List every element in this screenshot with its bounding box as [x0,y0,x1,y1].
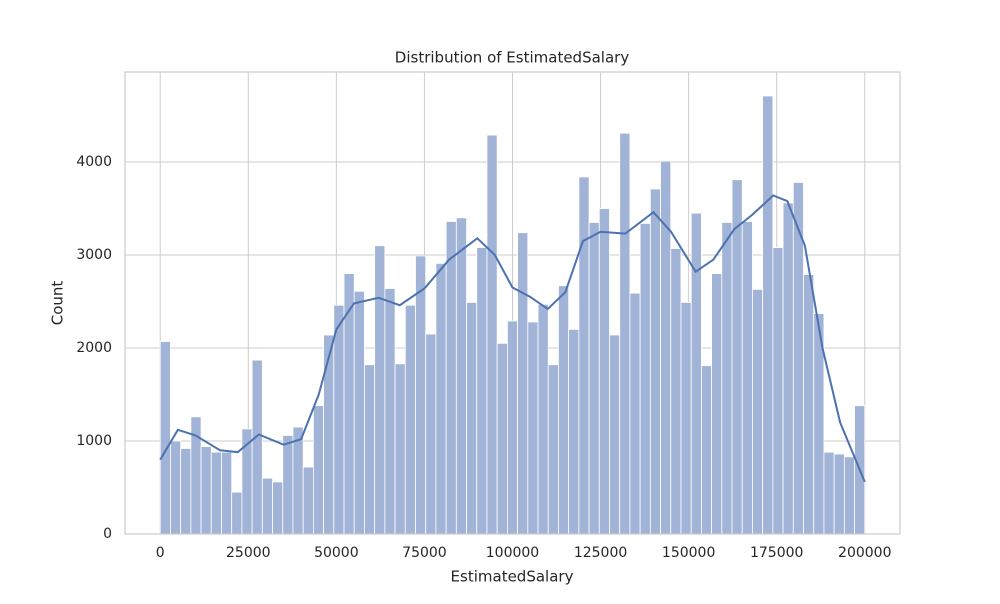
bar [343,273,355,535]
bar [833,453,845,535]
bar [323,334,335,535]
bar [772,247,784,535]
y-tick-label: 2000 [76,340,112,356]
x-tick-label: 25000 [226,545,271,561]
bar [578,176,590,535]
bar [170,440,182,535]
kde-line [159,194,866,483]
bar [364,364,376,535]
bar [333,304,345,535]
bar [374,245,386,535]
chart-title: Distribution of EstimatedSalary [395,49,630,67]
x-tick-label: 200000 [838,545,891,561]
bar [803,274,815,535]
bar [425,333,437,535]
bar [680,302,692,535]
bar [312,405,325,535]
x-tick-label: 125000 [574,545,627,561]
bar [731,179,743,535]
bar [711,273,723,535]
bar [619,132,631,535]
bar [823,451,835,535]
bar [700,365,713,535]
bar [221,451,233,535]
bar [159,341,171,535]
bar [660,160,672,535]
bar [282,435,294,535]
bar [292,426,304,535]
bar [261,477,273,535]
bar [690,212,702,535]
bar [588,222,600,535]
bar [384,288,396,535]
bar [517,232,529,535]
bar [506,320,519,535]
bar [496,342,508,535]
bar [782,202,794,535]
y-axis-label: Count [49,281,67,326]
bar [200,446,212,535]
x-axis-label: EstimatedSalary [451,568,574,586]
y-tick-label: 3000 [76,247,112,263]
bar [527,321,539,535]
bar [210,451,222,535]
y-tick-label: 4000 [76,154,112,170]
bar [251,359,263,535]
bar [476,247,488,535]
bar [558,285,570,535]
bar [486,134,498,535]
bar [762,95,774,535]
bar [231,491,243,535]
bar [670,248,682,535]
bar [547,364,559,535]
bar [394,363,406,535]
bar [629,292,641,535]
bar [792,182,804,535]
x-tick-label: 75000 [402,545,447,561]
bar [445,221,457,535]
y-tick-label: 0 [103,526,112,542]
bar [180,448,192,535]
bar [598,208,610,535]
plot-frame [124,71,901,535]
bar [741,221,753,535]
bar [639,222,651,535]
x-tick-label: 50000 [314,545,359,561]
bar [649,188,661,535]
bar [455,217,467,535]
bar [302,466,314,535]
bar [435,262,447,535]
y-tick-label: 1000 [76,433,112,449]
bar [537,303,549,535]
bar [843,456,855,535]
bar [609,334,621,535]
bar [466,302,478,535]
bar [568,329,580,535]
bar [353,290,365,535]
bar [404,304,416,535]
x-tick-label: 100000 [486,545,539,561]
bar [272,481,284,535]
bar [415,255,427,535]
bar [752,289,764,535]
x-tick-label: 0 [156,545,165,561]
x-tick-label: 150000 [662,545,715,561]
x-tick-label: 175000 [750,545,803,561]
bar [721,222,733,535]
